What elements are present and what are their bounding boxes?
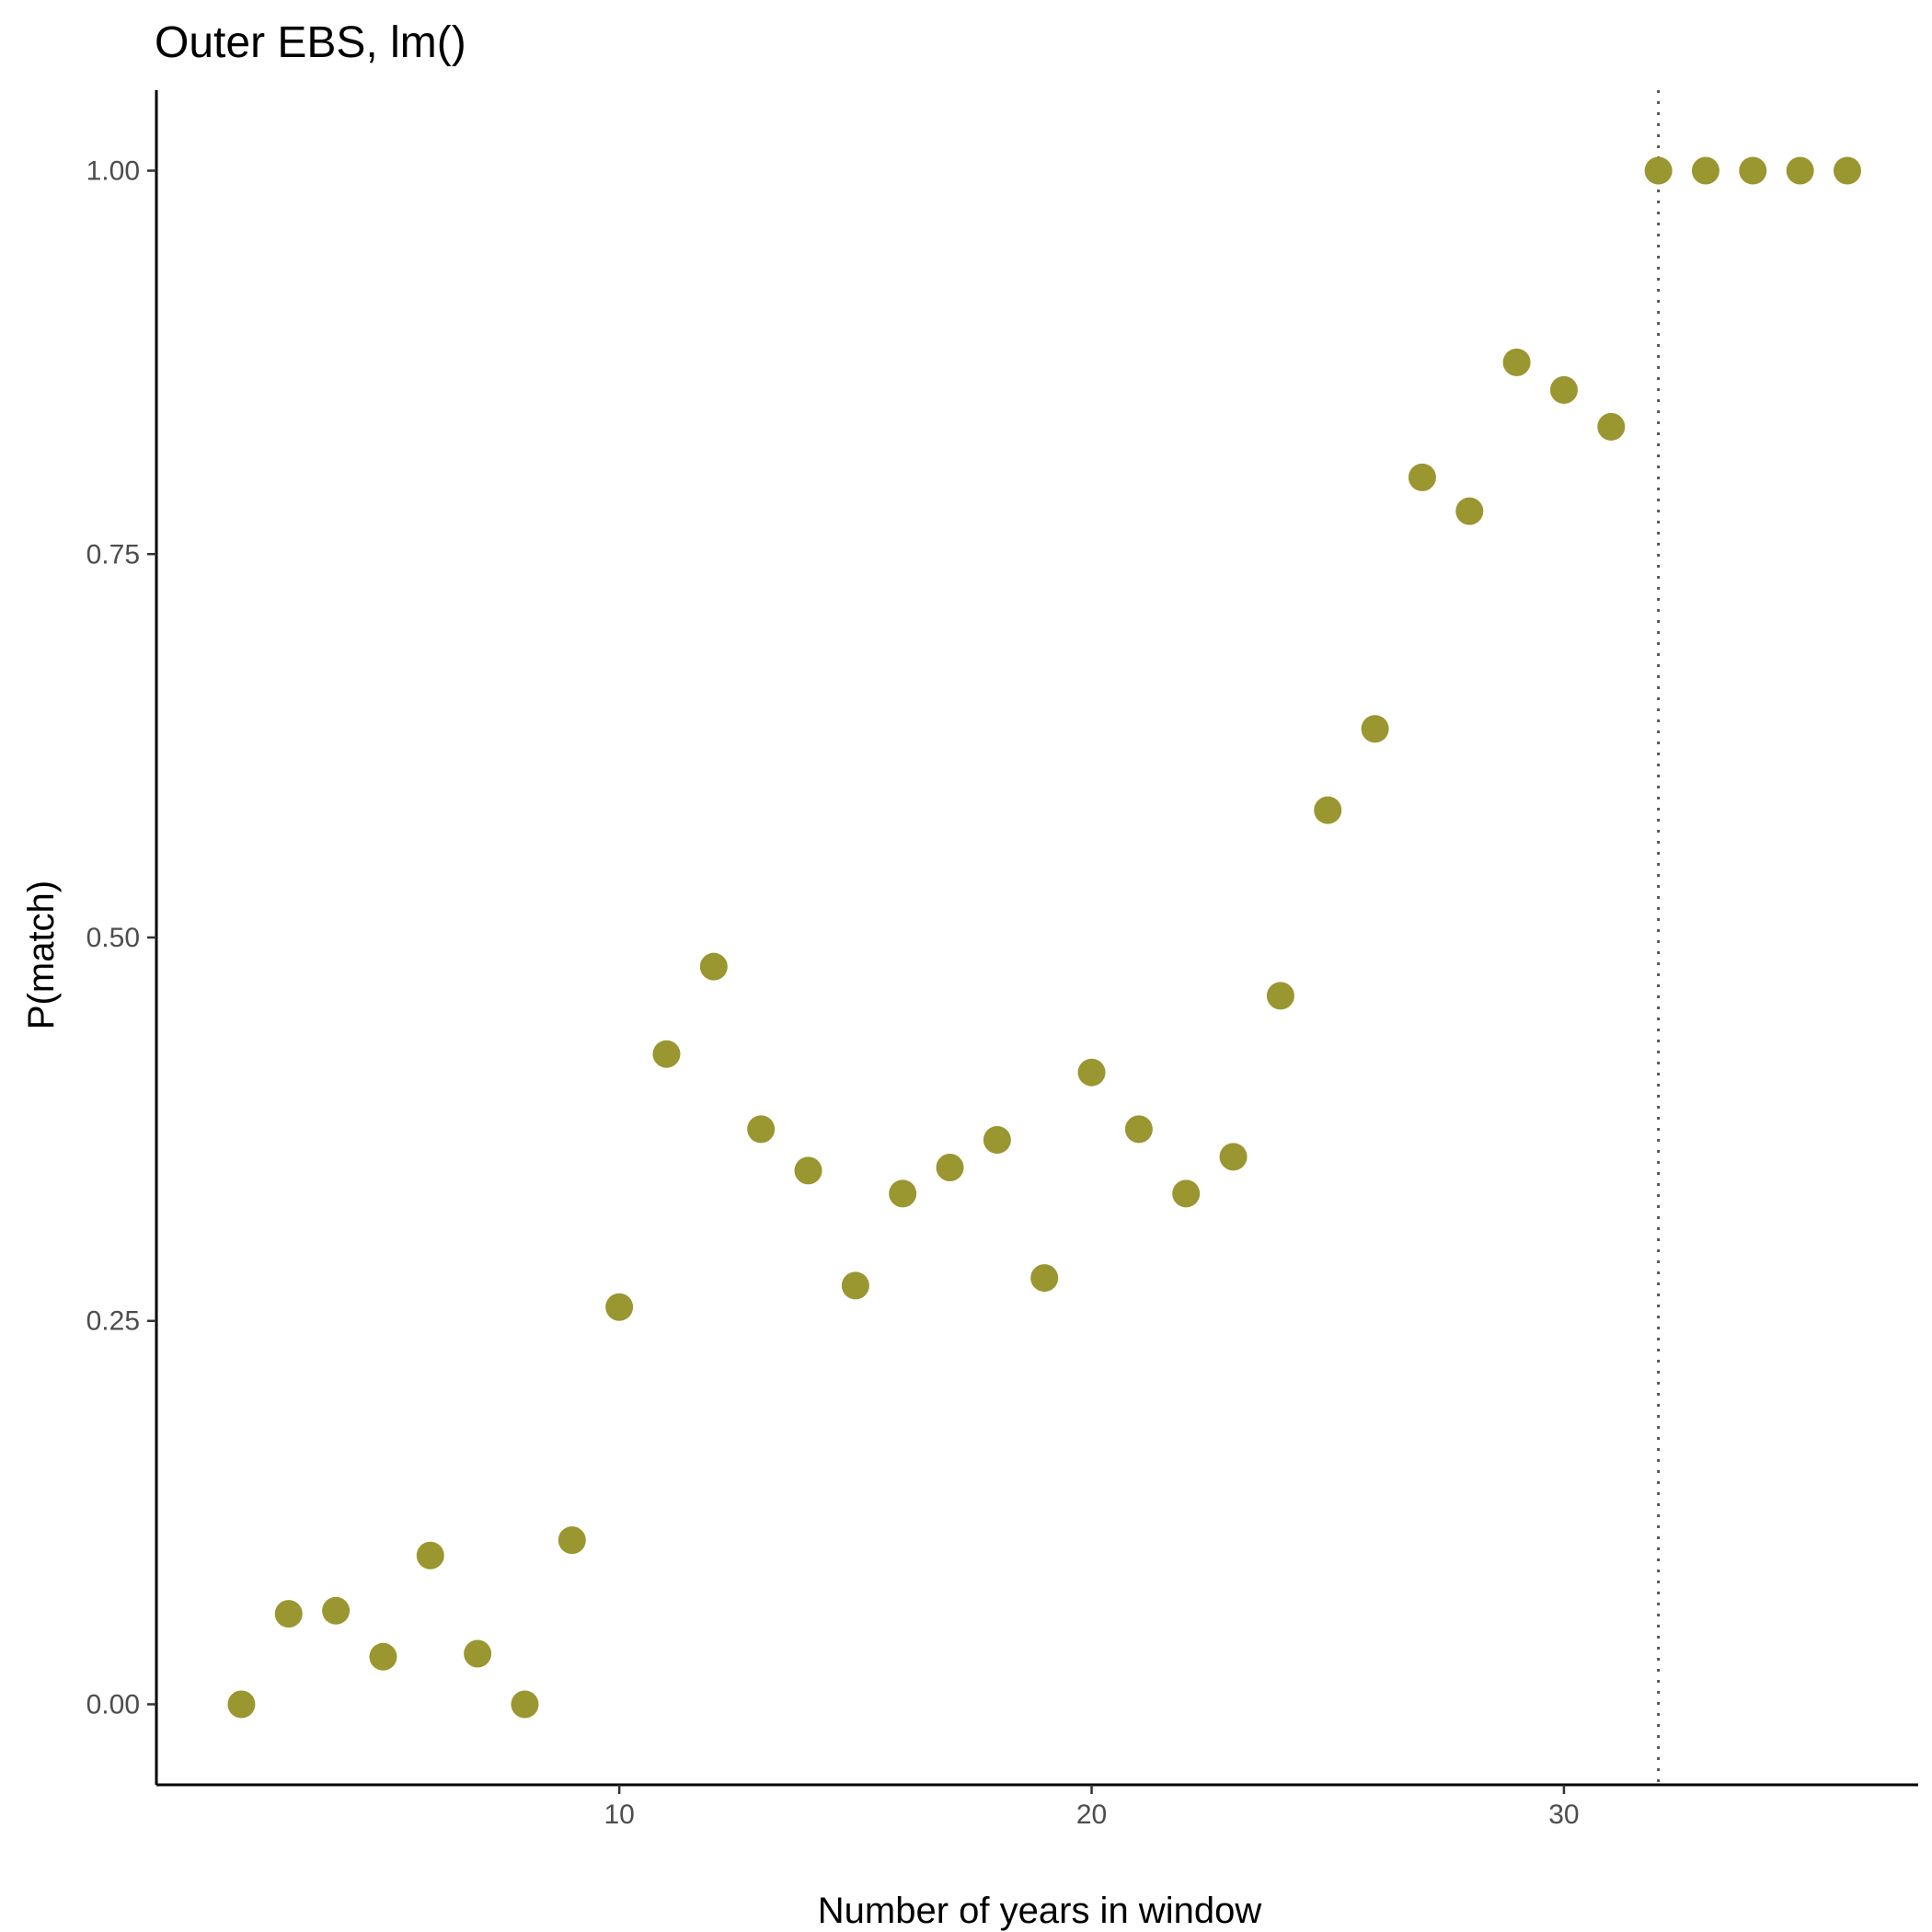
x-tick-label: 10 (604, 1800, 634, 1830)
y-axis-title: P(match) (21, 880, 62, 1029)
data-point (1124, 1115, 1153, 1144)
data-point (1408, 463, 1436, 491)
data-point (936, 1154, 964, 1182)
data-point (605, 1293, 634, 1321)
data-point (416, 1541, 444, 1570)
data-point (841, 1271, 869, 1300)
data-point (369, 1642, 397, 1671)
chart-title: Outer EBS, lm() (155, 18, 466, 67)
y-tick-label: 1.00 (86, 156, 140, 187)
y-tick-label: 0.00 (86, 1689, 140, 1719)
data-point (1549, 375, 1578, 404)
data-point (983, 1126, 1011, 1155)
data-point (227, 1690, 256, 1719)
data-point (1266, 982, 1294, 1010)
data-point (464, 1639, 492, 1668)
data-point (1361, 715, 1389, 743)
data-point (1314, 796, 1342, 824)
x-tick-label: 30 (1548, 1800, 1579, 1830)
data-point (747, 1115, 776, 1144)
y-tick-label: 0.25 (86, 1306, 140, 1337)
data-point (652, 1040, 681, 1068)
data-point (1739, 156, 1767, 185)
y-tick-label: 0.50 (86, 923, 140, 953)
data-point (699, 952, 728, 981)
data-point (889, 1179, 917, 1208)
data-point (511, 1690, 539, 1719)
data-point (1172, 1179, 1201, 1208)
data-point (274, 1600, 303, 1628)
x-axis-title: Number of years in window (818, 1891, 1262, 1931)
data-point (1502, 348, 1531, 376)
x-tick-label: 20 (1076, 1800, 1107, 1830)
data-point (1786, 156, 1814, 185)
y-tick-label: 0.75 (86, 539, 140, 569)
data-point (1455, 497, 1484, 525)
data-point (1077, 1058, 1106, 1087)
data-point (794, 1156, 822, 1185)
data-point (1644, 156, 1673, 185)
data-point (1597, 412, 1626, 441)
plot-area: 0.00 0.25 0.50 0.75 1.00 10 20 30 (86, 90, 1918, 1830)
data-point (322, 1596, 351, 1625)
data-point (1219, 1143, 1248, 1171)
data-point (558, 1526, 586, 1555)
data-point (1833, 156, 1861, 185)
data-point (1691, 156, 1719, 185)
data-point (1030, 1264, 1059, 1293)
